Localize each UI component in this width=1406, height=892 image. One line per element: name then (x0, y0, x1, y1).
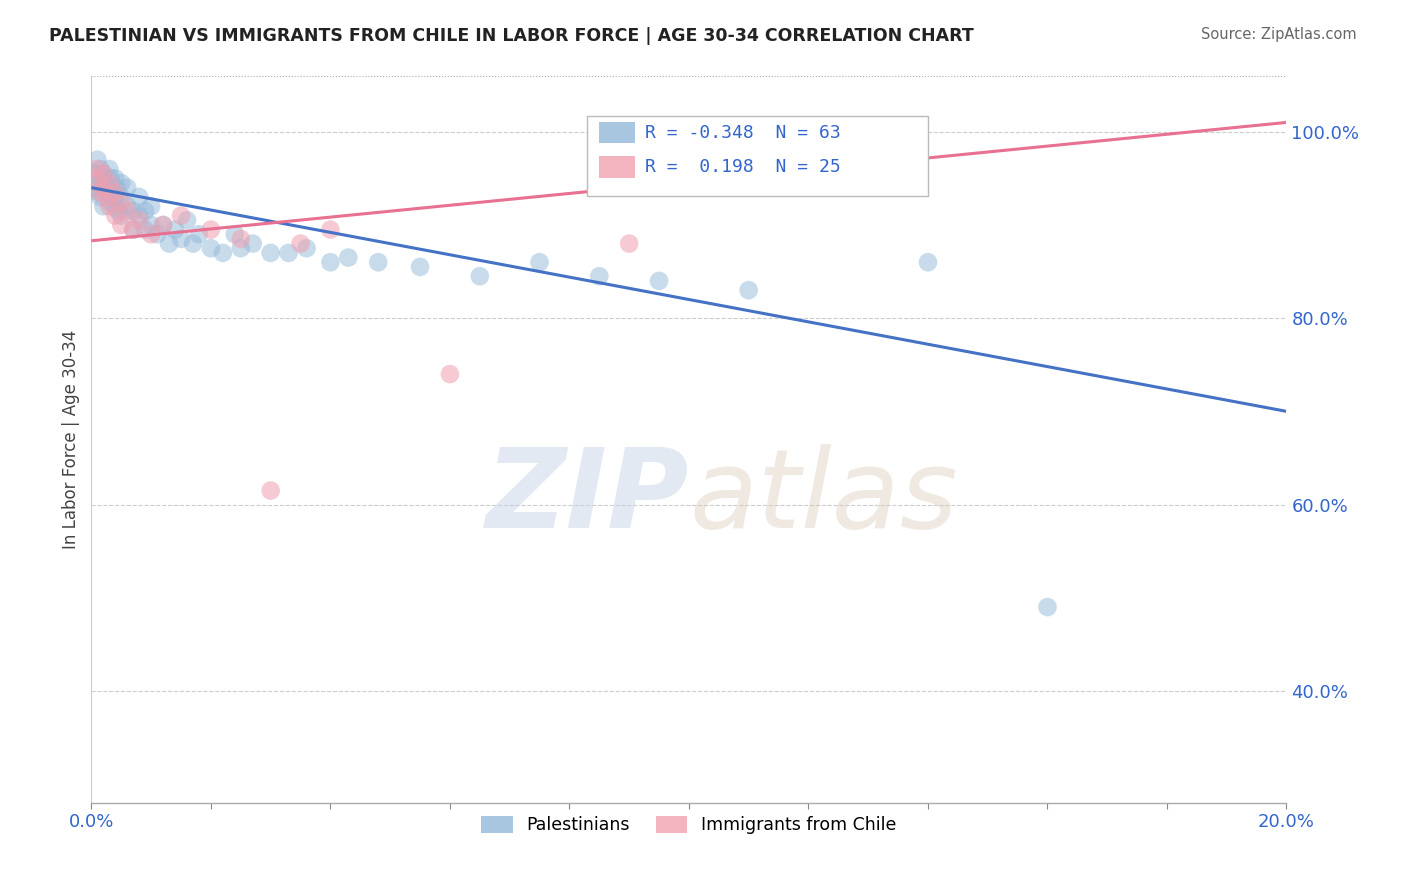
Point (98, 176, 121, 190)
Point (619, 236, 641, 251)
Point (110, 209, 132, 223)
Point (122, 222, 145, 236)
Point (337, 251, 360, 265)
Point (229, 241, 252, 255)
Point (115, 180, 138, 194)
Point (259, 483, 281, 498)
Point (98, 161, 121, 176)
Point (157, 236, 180, 251)
Point (259, 246, 281, 260)
Point (917, 255, 939, 269)
Point (87, 186, 110, 200)
Point (128, 213, 150, 227)
Point (122, 204, 145, 219)
Point (104, 186, 127, 200)
Text: PALESTINIAN VS IMMIGRANTS FROM CHILE IN LABOR FORCE | AGE 30-34 CORRELATION CHAR: PALESTINIAN VS IMMIGRANTS FROM CHILE IN … (49, 27, 974, 45)
Point (122, 222, 145, 236)
Point (224, 227, 246, 242)
Point (93, 180, 115, 194)
Point (176, 213, 198, 227)
Point (409, 260, 432, 274)
Point (86, 161, 108, 176)
Point (188, 227, 211, 242)
Point (229, 232, 252, 246)
Point (141, 199, 163, 213)
Point (98, 180, 121, 194)
Point (91, 171, 114, 186)
Point (242, 236, 264, 251)
Point (134, 222, 156, 236)
Point (86, 176, 108, 190)
Point (277, 246, 299, 260)
Point (141, 218, 163, 232)
Point (89, 161, 111, 176)
Point (439, 367, 461, 381)
Point (93, 167, 115, 181)
Point (107, 204, 129, 219)
Point (170, 209, 193, 223)
Point (89, 190, 111, 204)
Point (105, 180, 128, 194)
Point (152, 218, 174, 232)
Point (93, 180, 115, 194)
Point (170, 232, 193, 246)
Point (588, 269, 610, 284)
Text: R =  0.198  N = 25: R = 0.198 N = 25 (645, 158, 841, 176)
Point (98, 199, 121, 213)
Point (295, 241, 318, 255)
Point (200, 222, 222, 236)
Text: R = -0.348  N = 63: R = -0.348 N = 63 (645, 123, 841, 142)
Text: ZIP: ZIP (485, 444, 689, 551)
Point (93, 176, 115, 190)
Point (319, 255, 342, 269)
Point (104, 171, 127, 186)
Legend: Palestinians, Immigrants from Chile: Palestinians, Immigrants from Chile (474, 809, 904, 841)
Point (84, 180, 107, 194)
Point (98, 194, 121, 209)
Point (110, 194, 132, 209)
Point (115, 199, 138, 213)
Point (200, 241, 222, 255)
FancyBboxPatch shape (588, 116, 928, 195)
Point (128, 209, 150, 223)
FancyBboxPatch shape (599, 121, 636, 144)
Point (319, 222, 342, 236)
Point (290, 236, 312, 251)
Point (96, 186, 118, 200)
Text: Source: ZipAtlas.com: Source: ZipAtlas.com (1201, 27, 1357, 42)
Point (110, 190, 132, 204)
Point (529, 255, 551, 269)
Point (83, 167, 105, 181)
Point (101, 186, 124, 200)
Point (100, 171, 122, 186)
Point (96, 190, 118, 204)
Point (163, 222, 186, 236)
Point (181, 236, 204, 251)
Point (134, 204, 156, 219)
Point (83, 171, 105, 186)
Point (1036, 600, 1059, 615)
Point (86, 153, 108, 167)
FancyBboxPatch shape (599, 156, 636, 178)
Point (648, 274, 671, 288)
Point (110, 176, 132, 190)
Point (211, 246, 233, 260)
Point (141, 227, 163, 242)
Point (110, 218, 132, 232)
Point (468, 269, 491, 284)
Point (367, 255, 389, 269)
Point (104, 209, 127, 223)
Point (93, 167, 115, 181)
Point (115, 204, 138, 219)
Point (152, 218, 174, 232)
Point (104, 190, 127, 204)
Point (737, 283, 759, 297)
Point (104, 199, 127, 213)
Point (128, 190, 150, 204)
Point (89, 186, 111, 200)
Y-axis label: In Labor Force | Age 30-34: In Labor Force | Age 30-34 (62, 330, 80, 549)
Text: atlas: atlas (689, 444, 957, 551)
Point (93, 199, 115, 213)
Point (146, 227, 169, 242)
